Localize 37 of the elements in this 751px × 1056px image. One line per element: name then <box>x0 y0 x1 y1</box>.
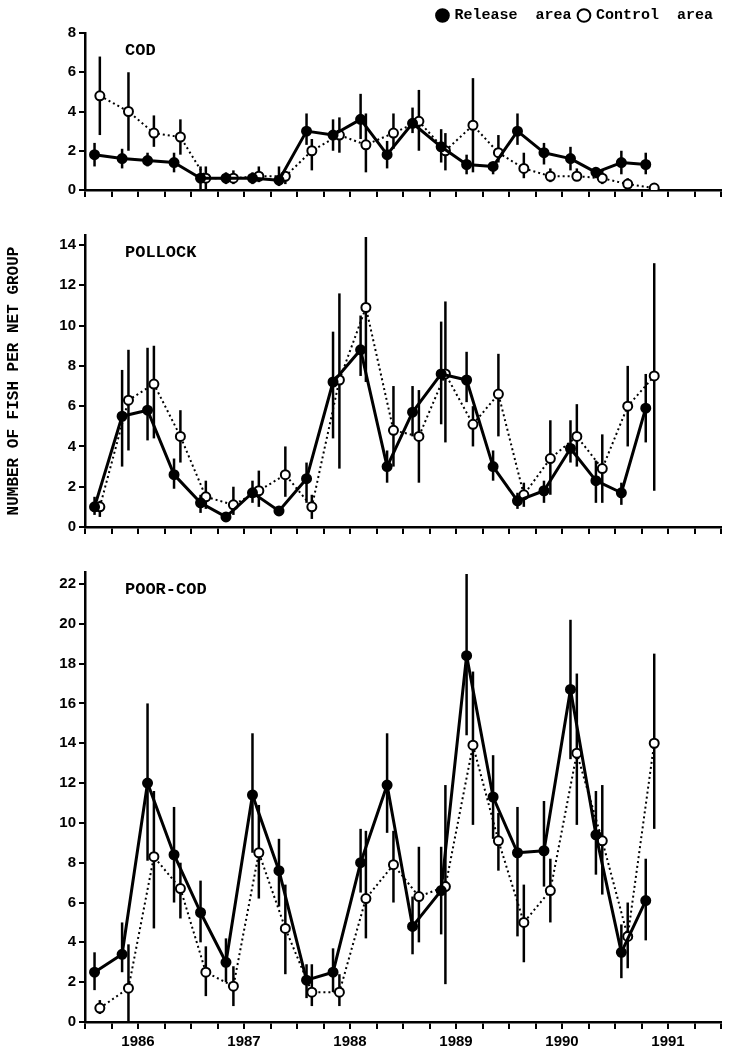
y-tick-label: 22 <box>59 574 76 592</box>
y-tick-label: 10 <box>59 315 76 333</box>
y-tick-label: 6 <box>67 892 76 910</box>
x-tick-label: 1991 <box>651 1032 685 1050</box>
y-tick-label: 8 <box>67 23 76 41</box>
x-tick-label: 1988 <box>333 1032 367 1050</box>
y-tick-label: 14 <box>59 235 77 253</box>
y-tick-label: 0 <box>67 517 76 535</box>
y-tick-label: 4 <box>67 932 77 950</box>
x-tick-label: 1989 <box>439 1032 473 1050</box>
x-tick-label: 1986 <box>121 1032 155 1050</box>
x-tick-label: 1987 <box>227 1032 261 1050</box>
y-tick-label: 2 <box>67 140 76 158</box>
text: POLLOCK <box>125 243 198 263</box>
y-tick-label: 8 <box>67 852 76 870</box>
y-tick-label: 0 <box>67 1012 76 1030</box>
y-tick-label: 8 <box>67 356 76 374</box>
y-tick-label: 2 <box>67 476 76 494</box>
y-tick-label: 18 <box>59 653 76 671</box>
text: COD <box>125 41 156 61</box>
y-tick-label: 4 <box>67 101 77 119</box>
y-tick-label: 12 <box>59 773 76 791</box>
y-tick-label: 20 <box>59 613 76 631</box>
y-tick-label: 4 <box>67 436 77 454</box>
y-tick-label: 2 <box>67 972 76 990</box>
x-tick-label: 1990 <box>545 1032 579 1050</box>
y-tick-label: 14 <box>59 733 77 751</box>
y-tick-label: 0 <box>67 180 76 198</box>
y-tick-label: 10 <box>59 813 76 831</box>
text: POOR-COD <box>125 580 207 600</box>
legend-label: Release area <box>454 7 572 25</box>
legend-label: Control area <box>595 7 714 25</box>
y-tick-label: 6 <box>67 396 76 414</box>
y-tick-label: 6 <box>67 62 76 80</box>
y-axis-title: NUMBER OF FISH PER NET GROUP <box>4 246 23 516</box>
y-tick-label: 16 <box>59 693 76 711</box>
y-tick-label: 12 <box>59 275 76 293</box>
